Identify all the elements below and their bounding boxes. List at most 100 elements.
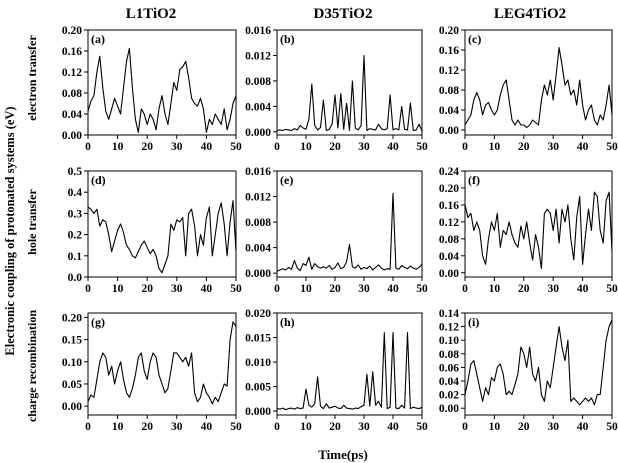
y-tick-label: 0.08: [439, 234, 459, 246]
series-line: [87, 200, 237, 274]
x-tick-label: 20: [329, 283, 341, 295]
x-tick-label: 50: [606, 421, 618, 433]
y-tick-label: 0.008: [245, 217, 271, 229]
x-tick-label: 30: [171, 283, 183, 295]
x-tick-label: 40: [387, 141, 399, 153]
y-tick-label: 0.000: [245, 127, 271, 139]
y-tick-label: 0.08: [62, 88, 82, 100]
axes-frame: [276, 312, 423, 416]
axes-frame: [87, 170, 237, 278]
y-tick-label: 0.08: [439, 349, 459, 361]
x-tick-label: 50: [606, 141, 618, 153]
x-tick-label: 50: [230, 421, 242, 433]
series-line: [276, 192, 423, 272]
x-tick-label: 20: [141, 421, 153, 433]
y-tick-label: 0.04: [439, 105, 459, 117]
panel-letter: (c): [468, 32, 481, 46]
y-tick-label: 0.0: [68, 272, 83, 284]
y-tick-label: 0.08: [439, 85, 459, 97]
x-tick-label: 10: [300, 421, 312, 433]
x-tick-label: 20: [518, 283, 530, 295]
x-tick-label: 30: [358, 421, 370, 433]
column-title-leg4tio2: LEG4TiO2: [494, 6, 566, 22]
panel-letter: (b): [280, 32, 295, 46]
y-tick-label: 0.10: [62, 357, 82, 369]
x-tick-label: 30: [547, 141, 559, 153]
y-tick-label: 0.16: [62, 46, 82, 58]
series-line: [87, 321, 237, 405]
y-tick-label: 0.02: [439, 390, 459, 402]
y-tick-label: 0.12: [439, 322, 459, 334]
y-tick-label: 0.16: [439, 45, 459, 57]
column-title-d35tio2: D35TiO2: [314, 6, 373, 22]
y-tick-label: 0.010: [245, 357, 271, 369]
y-tick-label: 0.020: [245, 308, 271, 320]
x-tick-label: 50: [230, 141, 242, 153]
series-line: [87, 47, 237, 133]
series-line: [276, 54, 423, 132]
y-tick-label: 0.04: [439, 251, 459, 263]
y-tick-label: 0.015: [245, 333, 271, 345]
y-tick-label: 0.00: [439, 125, 459, 137]
panel-h: 0.000 0.005 0.010 0.015 0.020 0 10 20 30 40 50 (h): [245, 308, 428, 433]
axes-frame: [276, 29, 423, 136]
column-title-l1tio2: L1TiO2: [126, 6, 177, 22]
y-tick-label: 0.00: [439, 268, 459, 280]
x-tick-label: 20: [518, 141, 530, 153]
y-tick-label: 0.20: [439, 25, 459, 37]
panel-letter: (f): [468, 173, 480, 187]
x-tick-label: 0: [274, 283, 280, 295]
axes-frame: [87, 312, 237, 416]
y-tick-label: 0.20: [62, 312, 82, 324]
panel-letter: (a): [91, 32, 105, 46]
x-tick-label: 50: [416, 141, 428, 153]
x-tick-label: 40: [201, 283, 213, 295]
x-tick-label: 30: [547, 283, 559, 295]
y-tick-label: 0.16: [439, 200, 459, 212]
x-tick-label: 40: [387, 421, 399, 433]
axes-frame: [87, 29, 237, 136]
series-line: [276, 332, 423, 411]
y-tick-label: 0.016: [245, 25, 271, 37]
x-tick-label: 0: [462, 421, 468, 433]
y-tick-label: 0.12: [439, 217, 459, 229]
x-tick-label: 10: [489, 421, 501, 433]
axes-frame: [464, 312, 613, 416]
y-tick-label: 0.000: [245, 406, 271, 418]
panel-i: 0.000.02 0.04 0.060.08 0.100.12 0.14 0 10 20 30 4…: [439, 308, 618, 433]
x-tick-label: 30: [358, 283, 370, 295]
y-tick-label: 0.10: [439, 335, 459, 347]
x-tick-label: 20: [329, 141, 341, 153]
y-tick-label: 0.008: [245, 76, 271, 88]
x-tick-label: 50: [230, 283, 242, 295]
y-tick-label: 0.1: [68, 251, 83, 263]
y-tick-label: 0.00: [439, 403, 459, 415]
x-tick-label: 10: [489, 283, 501, 295]
x-tick-label: 10: [300, 141, 312, 153]
panel-c: 0.00 0.04 0.08 0.12 0.16 0.20 0 10 20 30 40 50 (c): [439, 25, 618, 153]
y-tick-label: 0.04: [439, 376, 459, 388]
y-tick-label: 0.4: [68, 187, 83, 199]
panel-b: 0.000 0.004 0.008 0.012 0.016 0 10 20 30 40 50 (b): [245, 25, 428, 153]
y-tick-label: 0.012: [245, 192, 271, 204]
y-tick-label: 0.005: [245, 382, 271, 394]
x-tick-label: 10: [112, 421, 124, 433]
x-tick-label: 40: [577, 283, 589, 295]
panel-letter: (h): [280, 315, 295, 329]
y-super-label: Electronic coupling of protonated system…: [3, 106, 17, 355]
x-tick-label: 0: [85, 141, 91, 153]
row-label-electron-transfer: electron transfer: [25, 35, 39, 121]
axes-frame: [464, 170, 613, 278]
x-tick-label: 30: [171, 141, 183, 153]
y-tick-label: 0.2: [68, 230, 83, 242]
x-tick-label: 40: [201, 141, 213, 153]
series-line: [464, 191, 613, 270]
x-tick-label: 30: [171, 421, 183, 433]
y-tick-label: 0.3: [68, 208, 83, 220]
x-tick-label: 10: [112, 141, 124, 153]
x-tick-label: 40: [201, 421, 213, 433]
panel-letter: (i): [468, 315, 479, 329]
x-axis-label: Time(ps): [318, 447, 368, 462]
x-tick-label: 10: [489, 141, 501, 153]
